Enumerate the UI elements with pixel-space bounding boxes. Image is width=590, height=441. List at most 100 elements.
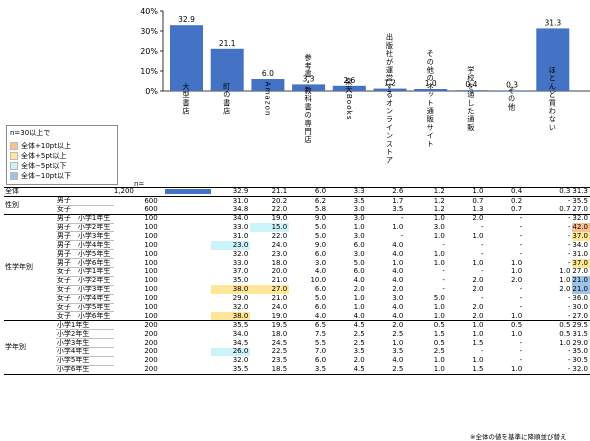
- bar: [536, 28, 570, 91]
- cell-value: 3.5: [353, 347, 365, 356]
- cell-value: 21.0: [572, 285, 590, 295]
- cell-value: 1.0: [472, 356, 484, 365]
- row-n: 200: [144, 329, 158, 338]
- cell-value: 31.3: [572, 187, 590, 197]
- cell-value: 1.0: [511, 258, 523, 267]
- cell-value: 29.0: [232, 294, 249, 303]
- value-label: 3.3: [303, 74, 315, 83]
- cell-value: 6.0: [314, 356, 327, 365]
- data-table: 全体 1,200 32.9 21.1 6.0 3.3 2.6 1.2 1.0 0.4 0.3 31.3…: [4, 187, 590, 375]
- cell-value: 21.0: [572, 276, 590, 286]
- table-row: 性別 男子 600 31.0 20.2 6.2 3.5 1.7 1.2 0.7 0.2-35.5: [4, 195, 590, 215]
- row-n: 600: [113, 205, 160, 215]
- cell-value: 2.0: [472, 276, 484, 285]
- cell-value: 6.0: [353, 267, 365, 276]
- cell-value: 33.0: [232, 223, 249, 231]
- row-n: 100: [144, 223, 158, 231]
- cell-value: -: [480, 294, 484, 303]
- bar: [210, 48, 244, 91]
- table-row: 女子 小学6年生 100 38.0 19.0 4.0 4.0 4.0 1.0 2.0 1.0-27…: [4, 311, 590, 322]
- value-label: 32.9: [178, 15, 195, 24]
- bar-chart: 0% 10% 20% 30% 40% 32.9 21.1 6.0 3.3 2.6 1.2 1.0 0.…: [140, 7, 590, 165]
- cell-value: -: [567, 347, 571, 356]
- cell-value: 3.5: [328, 195, 367, 206]
- legend-label: 全体+5pt以上: [21, 152, 67, 160]
- cell-value: 20.2: [250, 195, 290, 206]
- cell-value: 21.1: [250, 187, 290, 197]
- cell-value: 1.0: [472, 258, 484, 267]
- table-row: 女子 小学1年生 100 37.0 20.0 4.0 6.0 4.0- -1.0 1.0 27.0: [4, 267, 590, 277]
- cell-value: 3.5: [392, 347, 404, 356]
- bar: [251, 79, 285, 91]
- cell-value: 3.0: [353, 231, 365, 240]
- row-label: 小学4年生: [55, 347, 114, 357]
- spacer-cell: [160, 348, 212, 357]
- category-label: 大型書店: [182, 82, 191, 116]
- cell-value: 0.4: [485, 187, 525, 197]
- cell-value: -: [567, 249, 571, 258]
- cell-value: 33.0: [232, 258, 249, 267]
- bar: [170, 25, 203, 92]
- cell-value: 3.0: [314, 258, 327, 267]
- cell-value: 3.0: [392, 294, 404, 303]
- cell-value: 0.7: [524, 205, 573, 215]
- cell-value: 1.5: [446, 365, 486, 375]
- cell-value: 31.5: [572, 329, 588, 338]
- spacer-cell: [160, 294, 212, 303]
- cell-value: 2.0: [366, 320, 406, 330]
- row-n: 100: [144, 267, 158, 276]
- cell-value: 20.0: [271, 267, 288, 276]
- cell-value: 4.0: [366, 311, 406, 322]
- row-n: 100: [144, 276, 158, 285]
- n-header: n=: [134, 180, 145, 188]
- cell-value: 30.5: [572, 356, 588, 365]
- cell-value: 31.0: [572, 249, 588, 258]
- row-n: 100: [113, 311, 160, 322]
- y-tick-label: 20%: [140, 47, 158, 56]
- cell-value: 1.0: [485, 311, 525, 322]
- cell-value: 1.0: [472, 231, 484, 240]
- category-label: その他: [508, 87, 517, 112]
- cell-value: 2.5: [353, 329, 365, 338]
- y-tick-label: 10%: [140, 67, 158, 76]
- cell-value: 27.0: [572, 205, 590, 215]
- category-labels: 大型書店 町の書店 Amazon 参考書・教科書の専門店 楽天Books 出版社が運営する…: [182, 33, 557, 165]
- cell-value: 9.0: [289, 213, 329, 224]
- table-row: 男子 小学3年生 100 31.0 22.0 5.0 3.0-1.0 1.0- -37.0: [4, 231, 590, 242]
- table-row: 女子 小学4年生 100 29.0 21.0 5.0 1.0 3.0 5.0- - -36.0: [4, 294, 590, 304]
- table-row: 学年別 小学1年生 200 35.5 19.5 6.5 4.5 2.0 0.5 1.0 0.5 0.5…: [4, 320, 590, 375]
- bar: [414, 89, 448, 91]
- cell-value: 2.6: [366, 187, 406, 197]
- cell-value: 27.0: [572, 267, 588, 276]
- cell-value: -: [519, 249, 523, 258]
- table-row: 性学年別 男子 小学1年生 100 34.0 19.0 9.0 3.0-1.0 2.0- -32…: [4, 213, 590, 322]
- cell-value: 19.0: [250, 311, 290, 322]
- cell-value: 5.5: [314, 338, 327, 347]
- cell-value: 0.3: [524, 187, 573, 197]
- row-n: 200: [144, 356, 158, 365]
- row-n: 100: [144, 285, 158, 294]
- cell-value: 4.0: [392, 303, 404, 312]
- cell-value: 1.0: [485, 365, 525, 375]
- cell-value: 34.5: [232, 338, 249, 347]
- bars: [170, 25, 570, 92]
- legend-title: n=30以上で: [10, 129, 51, 137]
- cell-value: 4.0: [392, 356, 404, 365]
- table-row: 男子 小学5年生 100 32.0 23.0 6.0 3.0 4.0 1.0- - -31.0: [4, 249, 590, 260]
- cell-value: 0.5: [524, 320, 573, 330]
- cell-value: -: [519, 285, 523, 294]
- spacer-cell: [160, 303, 212, 312]
- value-labels: 32.9 21.1 6.0 3.3 2.6 1.2 1.0 0.4 0.3 31.3: [178, 15, 561, 89]
- cell-value: 32.9: [211, 187, 251, 197]
- value-label: 2.6: [343, 76, 355, 85]
- cell-value: 24.0: [271, 303, 288, 312]
- value-label: 6.0: [262, 69, 274, 78]
- cell-value: 35.5: [211, 320, 251, 330]
- cell-value: 1.0: [392, 338, 404, 347]
- category-label: ほとんど買わない: [548, 66, 557, 132]
- cell-value: -: [519, 338, 523, 347]
- row-n: 100: [144, 231, 158, 240]
- cell-value: -: [567, 303, 571, 312]
- cell-value: 0.7: [485, 205, 525, 215]
- cell-value: 5.0: [314, 294, 327, 303]
